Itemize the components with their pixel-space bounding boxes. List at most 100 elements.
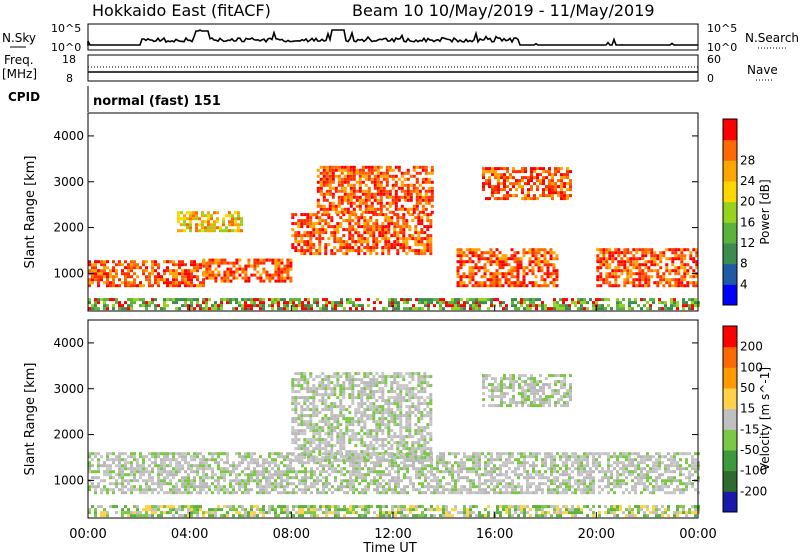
velocity-cell	[544, 452, 547, 456]
power-cell	[524, 167, 527, 171]
velocity-cell	[336, 435, 340, 439]
velocity-cell	[139, 455, 142, 459]
power-cell	[617, 269, 621, 273]
power-cell	[599, 266, 603, 270]
power-cell	[208, 264, 212, 268]
power-cell	[306, 246, 310, 250]
power-cell	[494, 176, 497, 180]
power-cell	[328, 204, 332, 208]
velocity-cell	[448, 461, 451, 465]
power-cell	[145, 278, 148, 282]
velocity-cell	[613, 482, 616, 486]
velocity-cell	[214, 452, 217, 456]
velocity-cell	[343, 461, 346, 465]
velocity-cell	[667, 467, 670, 471]
power-cell	[121, 281, 124, 285]
power-cell	[196, 275, 199, 279]
power-cell	[538, 304, 541, 308]
power-cell	[662, 272, 666, 276]
power-cell	[474, 251, 478, 255]
power-cell	[420, 219, 424, 223]
power-cell	[388, 189, 392, 193]
power-cell	[415, 186, 419, 190]
power-cell	[148, 284, 151, 288]
velocity-cell	[172, 488, 175, 492]
power-cell	[638, 281, 642, 285]
power-cell	[337, 204, 341, 208]
velocity-cell	[550, 482, 553, 486]
velocity-cell	[535, 470, 538, 474]
power-cell	[336, 240, 340, 244]
velocity-cell	[160, 461, 163, 465]
power-cell	[130, 307, 133, 311]
power-cell	[501, 257, 505, 261]
velocity-cell	[646, 458, 649, 462]
power-cell	[671, 284, 675, 288]
velocity-cell	[523, 470, 526, 474]
velocity-cell	[667, 464, 670, 468]
velocity-cell	[357, 459, 361, 463]
velocity-cell	[127, 482, 130, 486]
power-cell	[369, 246, 373, 250]
power-cell	[647, 248, 651, 252]
velocity-cell	[327, 444, 331, 448]
velocity-cell	[306, 378, 310, 382]
power-cell	[247, 258, 251, 262]
power-cell	[586, 307, 589, 311]
power-cell	[695, 281, 699, 285]
power-cell	[331, 177, 335, 181]
power-cell	[340, 189, 344, 193]
power-cell	[207, 226, 210, 230]
power-cell	[616, 301, 619, 305]
power-cell	[583, 307, 586, 311]
power-cell	[629, 251, 633, 255]
power-cell	[367, 207, 371, 211]
velocity-cell	[613, 485, 616, 489]
power-cell	[103, 266, 106, 270]
power-cell	[673, 298, 676, 302]
velocity-cell	[475, 470, 478, 474]
velocity-cell	[271, 482, 274, 486]
power-cell	[489, 281, 493, 285]
velocity-cell	[484, 473, 487, 477]
power-cell	[399, 243, 403, 247]
power-cell	[429, 222, 433, 226]
power-cell	[417, 231, 421, 235]
power-cell	[480, 284, 484, 288]
velocity-cell	[406, 485, 409, 489]
velocity-cell	[196, 473, 199, 477]
velocity-cell	[262, 458, 265, 462]
power-cell	[223, 258, 227, 262]
velocity-cell	[330, 390, 334, 394]
power-cell	[244, 267, 248, 271]
velocity-cell	[136, 470, 139, 474]
power-cell	[271, 301, 274, 305]
velocity-cell	[271, 461, 274, 465]
velocity-cell	[342, 417, 346, 421]
velocity-cell	[300, 414, 304, 418]
power-cell	[543, 272, 547, 276]
velocity-cell	[562, 470, 565, 474]
power-cell	[325, 304, 328, 308]
power-cell	[379, 171, 383, 175]
velocity-cell	[592, 461, 595, 465]
velocity-cell	[691, 461, 694, 465]
velocity-cell	[324, 423, 328, 427]
power-cell	[424, 298, 427, 302]
power-cell	[529, 304, 532, 308]
power-cell	[491, 170, 494, 174]
velocity-cell	[430, 491, 433, 495]
power-cell	[148, 281, 151, 285]
power-cell	[569, 179, 572, 183]
power-ytick-label: 4000	[53, 129, 84, 143]
velocity-cell	[418, 470, 421, 474]
velocity-cell	[292, 482, 295, 486]
velocity-cell	[628, 452, 631, 456]
velocity-cell	[142, 461, 145, 465]
power-cell	[240, 217, 243, 221]
power-cell	[396, 240, 400, 244]
velocity-cell	[586, 464, 589, 468]
velocity-cell	[685, 458, 688, 462]
velocity-cell	[661, 488, 664, 492]
velocity-cell	[478, 485, 481, 489]
